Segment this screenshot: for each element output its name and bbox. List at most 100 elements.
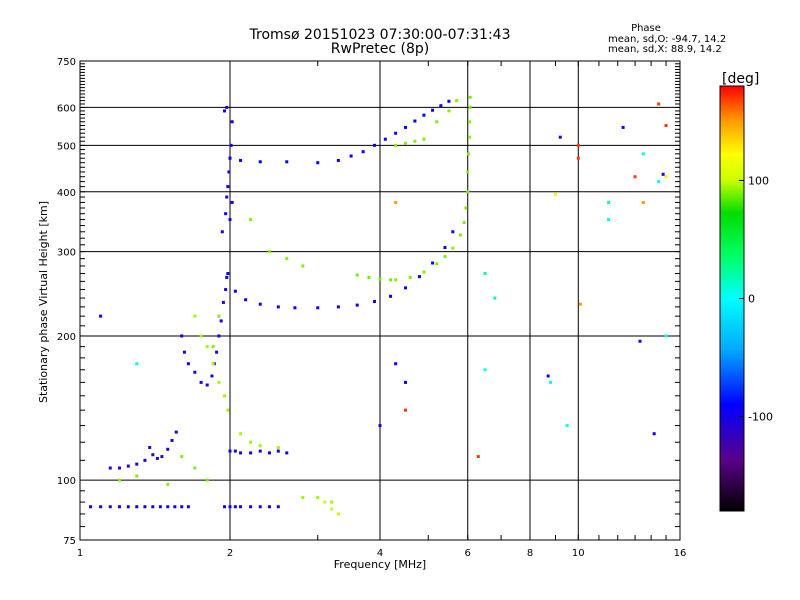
data-point (607, 200, 611, 204)
data-point (638, 339, 642, 343)
data-point (431, 108, 435, 112)
data-point (422, 137, 426, 141)
data-point (483, 368, 487, 372)
chart-subtitle: RwPretec (8p) (331, 41, 429, 57)
data-point (378, 424, 382, 428)
data-point (349, 154, 353, 158)
data-point (135, 362, 139, 366)
data-point (217, 380, 221, 384)
data-point (464, 206, 468, 210)
data-point (239, 158, 243, 162)
data-point (355, 273, 359, 277)
data-point (215, 350, 219, 354)
data-point (403, 125, 407, 129)
data-point (226, 408, 230, 412)
data-point (135, 462, 139, 466)
data-point (258, 449, 262, 453)
data-point (267, 451, 271, 455)
data-point (451, 230, 455, 234)
data-point (466, 190, 470, 194)
data-point (227, 170, 231, 174)
data-point (99, 314, 103, 318)
data-point (373, 300, 377, 304)
stats-line-o: mean, sd,O: -94.7, 14.2 (608, 34, 726, 45)
data-point (578, 302, 582, 306)
data-point (641, 200, 645, 204)
data-point (249, 505, 253, 509)
data-point (431, 261, 435, 265)
stats-line-x: mean, sd,X: 88.9, 14.2 (608, 44, 722, 55)
data-point (394, 278, 398, 282)
x-tick-label: 8 (527, 548, 533, 559)
data-point (225, 275, 229, 279)
data-point (89, 505, 93, 509)
data-point (193, 466, 197, 470)
data-point (239, 432, 243, 436)
data-point (373, 143, 377, 147)
data-point (378, 277, 382, 281)
data-point (224, 212, 228, 216)
data-point (258, 160, 262, 164)
y-tick-label: 300 (57, 248, 76, 259)
data-point (301, 264, 305, 268)
data-point (210, 374, 214, 378)
data-point (336, 158, 340, 162)
x-tick-label: 4 (377, 548, 383, 559)
data-point (228, 505, 232, 509)
data-point (193, 314, 197, 318)
colorbar-label: [deg] (722, 71, 759, 87)
chart-title: Tromsø 20151023 07:30:00-07:31:43 (249, 27, 511, 43)
data-point (233, 289, 237, 293)
data-point (173, 505, 177, 509)
data-point (476, 455, 480, 459)
data-point (661, 172, 665, 176)
data-point (422, 270, 426, 274)
data-point (228, 449, 232, 453)
data-point (664, 334, 668, 338)
data-point (193, 370, 197, 374)
data-point (408, 275, 412, 279)
data-point (323, 500, 327, 504)
data-point (336, 305, 340, 309)
data-point (239, 505, 243, 509)
data-point (182, 350, 186, 354)
data-point (220, 230, 224, 234)
y-tick-label: 200 (57, 332, 76, 343)
data-point (230, 200, 234, 204)
data-point (422, 113, 426, 117)
data-point (211, 362, 215, 366)
data-point (439, 104, 443, 108)
data-point (117, 505, 121, 509)
data-point (493, 296, 497, 300)
data-point (186, 362, 190, 366)
y-axis-label: Stationary phase Virtual Height [km] (37, 201, 50, 403)
data-point (641, 152, 645, 156)
data-point (244, 298, 248, 302)
y-tick-label: 75 (63, 536, 76, 547)
data-point (664, 175, 668, 179)
data-point (205, 383, 209, 387)
data-point (316, 161, 320, 165)
data-point (199, 380, 203, 384)
data-point (361, 150, 365, 154)
data-point (233, 449, 237, 453)
data-point (483, 272, 487, 276)
data-point (135, 474, 139, 478)
data-point (174, 430, 178, 434)
data-point (355, 303, 359, 307)
data-point (468, 120, 472, 124)
stats-heading: Phase (631, 23, 661, 34)
data-point (155, 456, 159, 460)
data-point (217, 334, 221, 338)
x-tick-label: 10 (572, 548, 585, 559)
data-point (180, 455, 184, 459)
data-point (186, 505, 190, 509)
data-point (403, 408, 407, 412)
data-point (394, 362, 398, 366)
y-tick-label: 100 (57, 476, 76, 487)
data-point (394, 143, 398, 147)
data-point (293, 306, 297, 310)
data-points (89, 95, 668, 516)
data-point (158, 505, 162, 509)
y-tick-label: 500 (57, 141, 76, 152)
